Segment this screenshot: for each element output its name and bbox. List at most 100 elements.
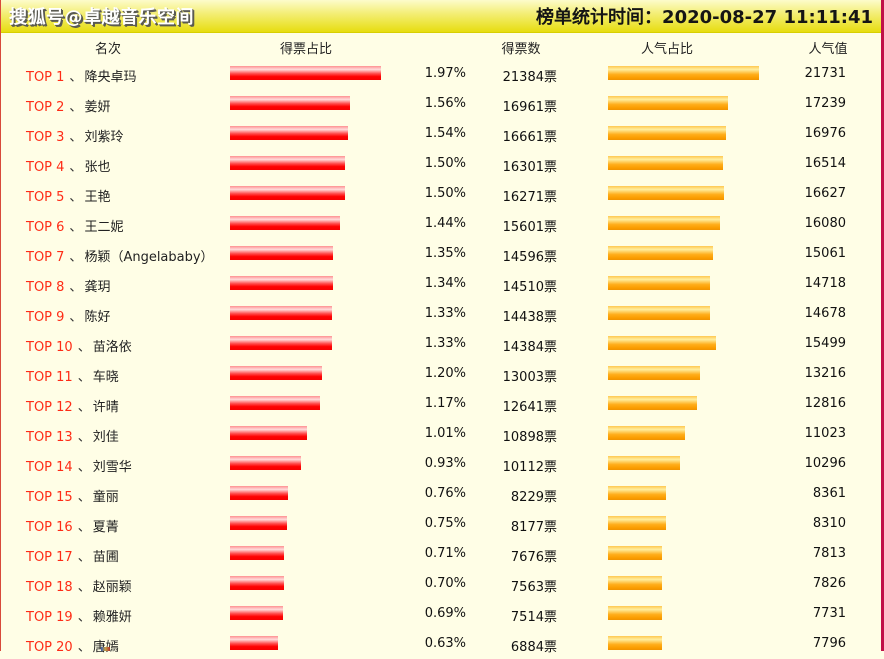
- artist-name: 夏菁: [92, 520, 119, 535]
- rank-separator: 、: [69, 220, 83, 235]
- popularity-value: 16514: [804, 156, 846, 171]
- vote-share-bar: [230, 156, 345, 170]
- vote-share-bar: [230, 486, 288, 500]
- vote-pct-value: 0.70%: [424, 576, 466, 591]
- popularity-value: 10296: [804, 456, 846, 471]
- rank-separator: 、: [69, 280, 83, 295]
- table-row: TOP 7 、杨颖（Angelababy） 1.35% 14596票 15061: [1, 239, 881, 269]
- vote-share-bar: [230, 246, 333, 260]
- vote-pct-value: 1.54%: [424, 126, 466, 141]
- vote-share-bar: [230, 396, 320, 410]
- rank-cell: TOP 19 、赖雅妍: [26, 606, 132, 625]
- votes-count-value: 14596票: [502, 250, 557, 265]
- table-row: TOP 10 、苗洛依 1.33% 14384票 15499: [1, 329, 881, 359]
- rank-separator: 、: [77, 370, 91, 385]
- votes-count-value: 16301票: [502, 160, 557, 175]
- column-header-pop-value: 人气值: [808, 42, 848, 57]
- popularity-value: 16976: [804, 126, 846, 141]
- artist-name: 陈好: [84, 310, 111, 325]
- vote-share-bar: [230, 66, 381, 80]
- votes-count-value: 8177票: [510, 520, 557, 535]
- popularity-bar: [608, 456, 680, 470]
- votes-count-value: 21384票: [502, 70, 557, 85]
- popularity-bar: [608, 516, 666, 530]
- table-row: TOP 18 、赵丽颖 0.70% 7563票 7826: [1, 569, 881, 599]
- rank-cell: TOP 20、唐嫣: [26, 636, 119, 655]
- votes-count-value: 12641票: [502, 400, 557, 415]
- votes-count-value: 14438票: [502, 310, 557, 325]
- votes-count-value: 10898票: [502, 430, 557, 445]
- vote-share-bar: [230, 546, 284, 560]
- vote-pct-value: 0.75%: [424, 516, 466, 531]
- votes-count-value: 6884票: [510, 640, 557, 655]
- table-row: TOP 1 、降央卓玛 1.97% 21384票 21731: [1, 59, 881, 89]
- popularity-bar: [608, 306, 710, 320]
- popularity-bar: [608, 546, 662, 560]
- popularity-value: 15499: [804, 336, 846, 351]
- site-account-title: 搜狐号@卓越音乐空间: [9, 7, 194, 28]
- vote-share-bar: [230, 276, 333, 290]
- popularity-bar: [608, 126, 726, 140]
- table-row: TOP 19 、赖雅妍 0.69% 7514票 7731: [1, 599, 881, 629]
- artist-name: 杨颖（Angelababy）: [84, 250, 214, 265]
- rank-top-label: TOP 7: [26, 250, 65, 265]
- popularity-value: 21731: [804, 66, 846, 81]
- vote-share-bar: [230, 366, 322, 380]
- artist-name: 赖雅妍: [92, 610, 132, 625]
- rank-separator: 、: [77, 400, 91, 415]
- popularity-value: 17239: [804, 96, 846, 111]
- vote-pct-value: 1.44%: [424, 216, 466, 231]
- vote-pct-value: 0.76%: [424, 486, 466, 501]
- artist-name: 刘佳: [92, 430, 119, 445]
- artist-name: 刘雪华: [92, 460, 132, 475]
- rank-top-label: TOP 1: [26, 70, 65, 85]
- rank-separator: 、: [69, 130, 83, 145]
- rank-cell: TOP 16 、夏菁: [26, 516, 119, 535]
- vote-pct-value: 1.50%: [424, 186, 466, 201]
- votes-count-value: 14384票: [502, 340, 557, 355]
- table-row: TOP 2 、姜妍 1.56% 16961票 17239: [1, 89, 881, 119]
- rank-separator: 、: [77, 550, 91, 565]
- votes-count-value: 13003票: [502, 370, 557, 385]
- votes-count-value: 15601票: [502, 220, 557, 235]
- stats-timestamp: 榜单统计时间：2020-08-27 11:11:41: [536, 7, 873, 28]
- popularity-bar: [608, 576, 662, 590]
- popularity-bar: [608, 636, 662, 650]
- rank-separator: 、: [77, 520, 91, 535]
- vote-share-bar: [230, 96, 350, 110]
- rank-cell: TOP 18 、赵丽颖: [26, 576, 132, 595]
- vote-pct-value: 0.71%: [424, 546, 466, 561]
- rank-top-label: TOP 12: [26, 400, 73, 415]
- vote-share-bar: [230, 126, 348, 140]
- vote-share-bar: [230, 636, 278, 650]
- vote-pct-value: 1.17%: [424, 396, 466, 411]
- rank-cell: TOP 17 、苗圃: [26, 546, 119, 565]
- rank-separator: 、: [69, 70, 83, 85]
- vote-pct-value: 1.33%: [424, 306, 466, 321]
- artist-name: 苗圃: [92, 550, 119, 565]
- vote-pct-value: 1.56%: [424, 96, 466, 111]
- rank-cell: TOP 10 、苗洛依: [26, 336, 132, 355]
- popularity-value: 15061: [804, 246, 846, 261]
- rank-cell: TOP 12 、许晴: [26, 396, 119, 415]
- ranking-table: TOP 1、降央卓玛 1.97% 21384票 21731 TOP 2、姜妍 1…: [1, 59, 881, 659]
- popularity-value: 7731: [812, 606, 846, 621]
- rank-separator: 、: [69, 310, 83, 325]
- popularity-bar: [608, 66, 759, 80]
- votes-count-value: 16271票: [502, 190, 557, 205]
- table-row: TOP 9 、陈好 1.33% 14438票 14678: [1, 299, 881, 329]
- vote-share-bar: [230, 426, 307, 440]
- rank-cell: TOP 2 、姜妍: [26, 96, 110, 115]
- table-row: TOP 13 、刘佳 1.01% 10898票 11023: [1, 419, 881, 449]
- vote-share-bar: [230, 336, 332, 350]
- rank-top-label: TOP 14: [26, 460, 73, 475]
- popularity-bar: [608, 186, 724, 200]
- popularity-value: 12816: [804, 396, 846, 411]
- rank-top-label: TOP 11: [26, 370, 73, 385]
- rank-top-label: TOP 5: [26, 190, 65, 205]
- vote-share-bar: [230, 306, 332, 320]
- artist-name: 张也: [84, 160, 111, 175]
- artist-name: 车晓: [92, 370, 119, 385]
- votes-count-value: 7563票: [510, 580, 557, 595]
- table-row: TOP 4 、张也 1.50% 16301票 16514: [1, 149, 881, 179]
